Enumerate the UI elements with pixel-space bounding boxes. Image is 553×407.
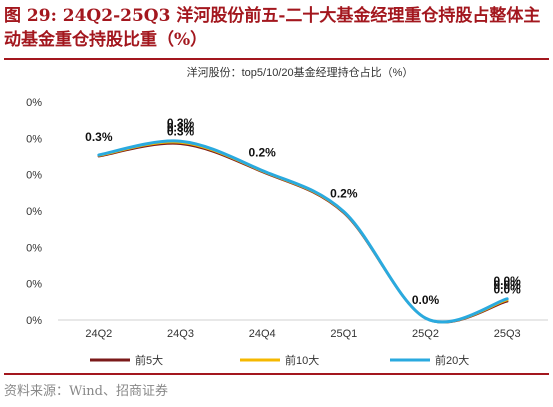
data-label: 0.3% bbox=[167, 116, 195, 130]
title-divider bbox=[4, 58, 549, 60]
data-label: 0.2% bbox=[330, 187, 358, 201]
source-divider bbox=[4, 373, 549, 375]
data-label: 0.0% bbox=[493, 274, 521, 288]
legend-label: 前10大 bbox=[285, 353, 319, 367]
data-label: 0.0% bbox=[493, 278, 521, 292]
x-tick-label: 25Q1 bbox=[330, 328, 357, 340]
series-line-1 bbox=[97, 142, 509, 324]
data-label: 0.3% bbox=[167, 125, 195, 139]
data-label: 0.3% bbox=[167, 120, 195, 134]
data-label: 0.2% bbox=[248, 146, 276, 160]
y-tick-label: 0% bbox=[26, 206, 42, 218]
series-line-3 bbox=[97, 139, 509, 324]
x-tick-label: 24Q4 bbox=[249, 328, 276, 340]
y-tick-label: 0% bbox=[26, 242, 42, 254]
y-tick-label: 0% bbox=[26, 170, 42, 182]
series-lines bbox=[97, 139, 509, 324]
x-tick-label: 24Q3 bbox=[167, 328, 194, 340]
source-note: 资料来源：Wind、招商证券 bbox=[4, 384, 168, 399]
axes: 0% 0% 0% 0% 0% 0% 0% 24Q2 24Q3 24Q4 25Q1 25Q2 25Q3 bbox=[26, 97, 548, 340]
data-label: 0.3% bbox=[85, 130, 113, 144]
chart-title: 洋河股份：top5/10/20基金经理持仓占比（%） bbox=[187, 65, 414, 79]
series-line-2 bbox=[97, 140, 509, 324]
figure-title: 图 29: 24Q2-25Q3 洋河股份前五-二十大基金经理重仓持股占整体主动基… bbox=[4, 6, 541, 50]
legend: 前5大 前10大 前20大 bbox=[90, 353, 469, 367]
y-tick-label: 0% bbox=[26, 279, 42, 291]
legend-label: 前20大 bbox=[435, 353, 469, 367]
data-label: 0.0% bbox=[412, 293, 440, 307]
y-tick-label: 0% bbox=[26, 133, 42, 145]
data-label: 0.0% bbox=[493, 282, 521, 296]
data-labels: 0.3%0.0%0.3%0.0%0.3%0.3%0.2%0.2%0.0%0.0% bbox=[85, 116, 521, 307]
x-tick-label: 24Q2 bbox=[85, 328, 112, 340]
x-tick-label: 25Q2 bbox=[412, 328, 439, 340]
legend-label: 前5大 bbox=[135, 353, 163, 367]
y-tick-label: 0% bbox=[26, 315, 42, 327]
x-tick-label: 25Q3 bbox=[494, 328, 521, 340]
y-tick-label: 0% bbox=[26, 97, 42, 109]
